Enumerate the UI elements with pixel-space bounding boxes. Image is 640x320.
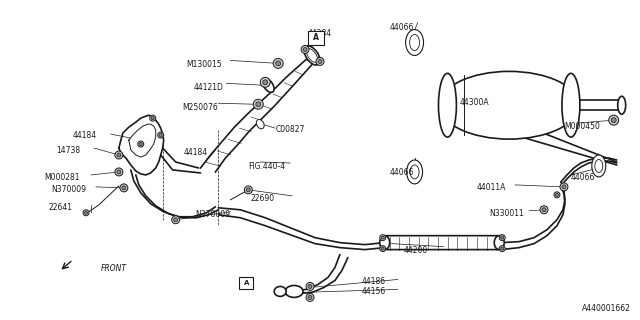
Circle shape [253,99,263,109]
Circle shape [308,295,312,300]
Circle shape [556,193,559,196]
Circle shape [303,47,307,52]
Ellipse shape [494,236,504,250]
Text: A: A [244,280,249,286]
Circle shape [500,247,504,250]
Text: C00827: C00827 [275,125,305,134]
Circle shape [117,153,121,157]
Circle shape [260,77,270,87]
Circle shape [611,118,616,123]
Circle shape [276,61,281,66]
Circle shape [316,58,324,65]
Circle shape [500,236,504,239]
Ellipse shape [304,46,320,65]
FancyBboxPatch shape [308,31,324,44]
Text: M250076: M250076 [182,103,218,112]
Circle shape [151,117,154,120]
Text: 44066: 44066 [390,168,414,177]
Ellipse shape [406,160,422,184]
Circle shape [562,185,566,189]
Circle shape [560,183,568,191]
Ellipse shape [257,119,264,129]
Circle shape [540,206,548,214]
Circle shape [306,293,314,301]
Text: FRONT: FRONT [101,264,127,273]
Text: N370009: N370009 [51,185,86,194]
Circle shape [83,210,89,216]
Ellipse shape [307,49,317,62]
Text: 44066: 44066 [390,23,414,32]
Circle shape [318,60,322,63]
Circle shape [554,192,560,198]
Circle shape [246,188,250,192]
Ellipse shape [406,29,424,55]
Circle shape [308,284,312,288]
Text: 44184: 44184 [73,131,97,140]
Text: 14738: 14738 [56,146,80,155]
Circle shape [609,115,619,125]
FancyBboxPatch shape [239,277,253,289]
Text: FIG.440-4: FIG.440-4 [248,162,285,171]
Ellipse shape [410,165,419,179]
Text: A: A [313,33,319,42]
Circle shape [120,184,128,192]
Circle shape [381,247,384,250]
Circle shape [84,211,88,214]
Circle shape [499,246,505,252]
Circle shape [380,246,386,252]
Circle shape [173,218,178,222]
Ellipse shape [618,96,626,114]
Circle shape [263,80,268,85]
Circle shape [122,186,126,190]
Text: A440001662: A440001662 [582,304,630,313]
Ellipse shape [262,78,274,92]
Text: 44066: 44066 [571,173,595,182]
Circle shape [256,102,260,107]
Text: M000281: M000281 [44,173,80,182]
Circle shape [117,170,121,174]
Circle shape [381,236,384,239]
Ellipse shape [592,155,605,177]
Ellipse shape [438,73,456,137]
Circle shape [157,132,164,138]
Text: 44121D: 44121D [193,83,223,92]
Text: 44186: 44186 [362,277,386,286]
Text: 44200: 44200 [404,246,428,255]
Text: N370009: N370009 [196,210,230,219]
Text: 44300A: 44300A [460,98,489,107]
Circle shape [301,45,309,53]
Circle shape [159,134,162,137]
Circle shape [499,235,505,241]
Circle shape [140,143,142,146]
Text: 44011A: 44011A [476,183,506,192]
Text: M130015: M130015 [187,60,222,69]
Text: 22641: 22641 [48,203,72,212]
Ellipse shape [274,286,286,296]
Ellipse shape [440,71,579,139]
Text: 22690: 22690 [250,194,275,203]
Circle shape [150,115,156,121]
Circle shape [380,235,386,241]
Ellipse shape [285,285,303,297]
Text: M000450: M000450 [564,122,600,131]
Circle shape [172,216,180,224]
Circle shape [115,151,123,159]
Ellipse shape [562,73,580,137]
Circle shape [115,168,123,176]
Circle shape [244,186,252,194]
Ellipse shape [380,236,390,250]
Circle shape [273,59,283,68]
Circle shape [138,141,144,147]
Ellipse shape [595,159,603,172]
Text: N330011: N330011 [489,209,524,218]
Circle shape [306,283,314,291]
Circle shape [542,208,546,212]
Text: 44184: 44184 [184,148,208,157]
Text: 44284: 44284 [308,28,332,37]
Ellipse shape [410,35,420,51]
Text: 44156: 44156 [362,287,386,296]
